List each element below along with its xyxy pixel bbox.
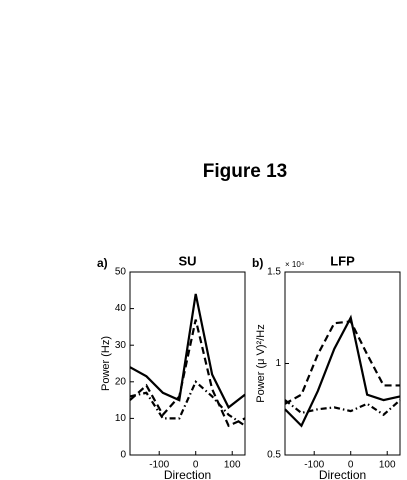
y-tick-label: 0 <box>120 450 126 461</box>
x-tick-label: -100 <box>149 460 169 471</box>
y-axis-label: Power (μ V)²/Hz <box>255 324 267 402</box>
chart-title: SU <box>178 253 196 268</box>
x-tick-label: 0 <box>348 460 354 471</box>
plot-frame <box>284 271 401 456</box>
y-axis-label: Power (Hz) <box>100 336 112 391</box>
y-tick-label: 0.5 <box>267 450 281 461</box>
figure-title: Figure 13 <box>203 161 287 182</box>
x-axis-label: Direction <box>319 468 366 480</box>
plot-frame <box>129 271 246 456</box>
x-axis-label: Direction <box>164 468 211 480</box>
data-line <box>284 399 401 417</box>
y-tick-label: 30 <box>115 340 127 351</box>
y-tick-label: 20 <box>115 376 127 387</box>
data-line <box>129 379 246 427</box>
data-line <box>129 319 246 428</box>
panel-label: b) <box>252 256 263 270</box>
x-tick-label: -100 <box>304 460 324 471</box>
x-tick-label: 100 <box>224 460 241 471</box>
chart-title: LFP <box>330 253 355 268</box>
x-tick-label: 0 <box>193 460 199 471</box>
y-tick-label: 10 <box>115 413 127 424</box>
y-tick-label: 40 <box>115 303 127 314</box>
y-tick-label: 1.5 <box>267 267 281 278</box>
x-tick-label: 100 <box>379 460 396 471</box>
data-line <box>284 314 401 428</box>
data-line <box>129 293 246 410</box>
data-line <box>284 320 400 405</box>
y-tick-label: 1 <box>275 358 281 369</box>
y-multiplier: × 10⁴ <box>285 260 305 269</box>
panel-label: a) <box>97 256 108 270</box>
y-tick-label: 50 <box>115 267 127 278</box>
